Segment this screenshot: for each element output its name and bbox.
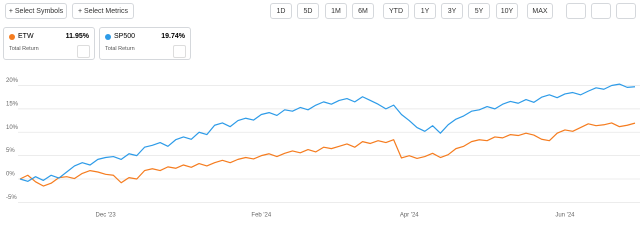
x-tick-label: Dec '23 [96,213,117,219]
icon-button[interactable] [616,3,636,19]
trend-icon[interactable] [173,45,186,58]
legend-card[interactable]: SP500 19.74% Total Return [99,27,191,60]
period-button[interactable]: 1D [270,3,292,19]
period-button[interactable]: 6M [352,3,374,19]
legend-name: SP500 [114,33,136,40]
y-tick-label: -5% [6,195,17,201]
icon-button[interactable] [591,3,611,19]
trend-icon[interactable] [77,45,90,58]
select-button[interactable]: + Select Metrics [72,3,134,19]
period-button[interactable]: 10Y [496,3,518,19]
x-tick-label: Feb '24 [251,213,271,219]
period-button[interactable]: MAX [527,3,553,19]
y-tick-label: 0% [6,172,15,178]
y-tick-label: 5% [6,148,15,154]
period-button[interactable]: 1Y [414,3,436,19]
period-button[interactable]: 5D [297,3,319,19]
period-button[interactable]: 5Y [468,3,490,19]
legend-name: ETW [18,33,34,40]
period-button[interactable]: YTD [383,3,409,19]
legend-metric: Total Return [105,46,135,52]
x-tick-label: Apr '24 [400,213,419,219]
x-tick-label: Jun '24 [555,213,575,219]
y-tick-label: 10% [6,125,19,131]
legend-change: 19.74% [161,33,185,40]
icon-button[interactable] [566,3,586,19]
legend-dot [9,34,15,40]
y-tick-label: 20% [6,78,19,84]
legend-metric: Total Return [9,46,39,52]
y-tick-label: 15% [6,101,19,107]
legend-card[interactable]: ETW 11.95% Total Return [3,27,95,60]
chart: -5% 0% 5% 10% 15% 20% Dec '23 Feb '24 Apr '24 Jun… [6,78,640,219]
legend-dot [105,34,111,40]
period-button[interactable]: 1M [325,3,347,19]
line-series [19,83,636,182]
page: + Select Symbols + Select Metrics 1D 5D 1M 6M… [3,3,640,219]
period-button[interactable]: 3Y [441,3,463,19]
select-button[interactable]: + Select Symbols [5,3,67,19]
line-series [19,122,636,187]
legend-change: 11.95% [65,33,89,40]
